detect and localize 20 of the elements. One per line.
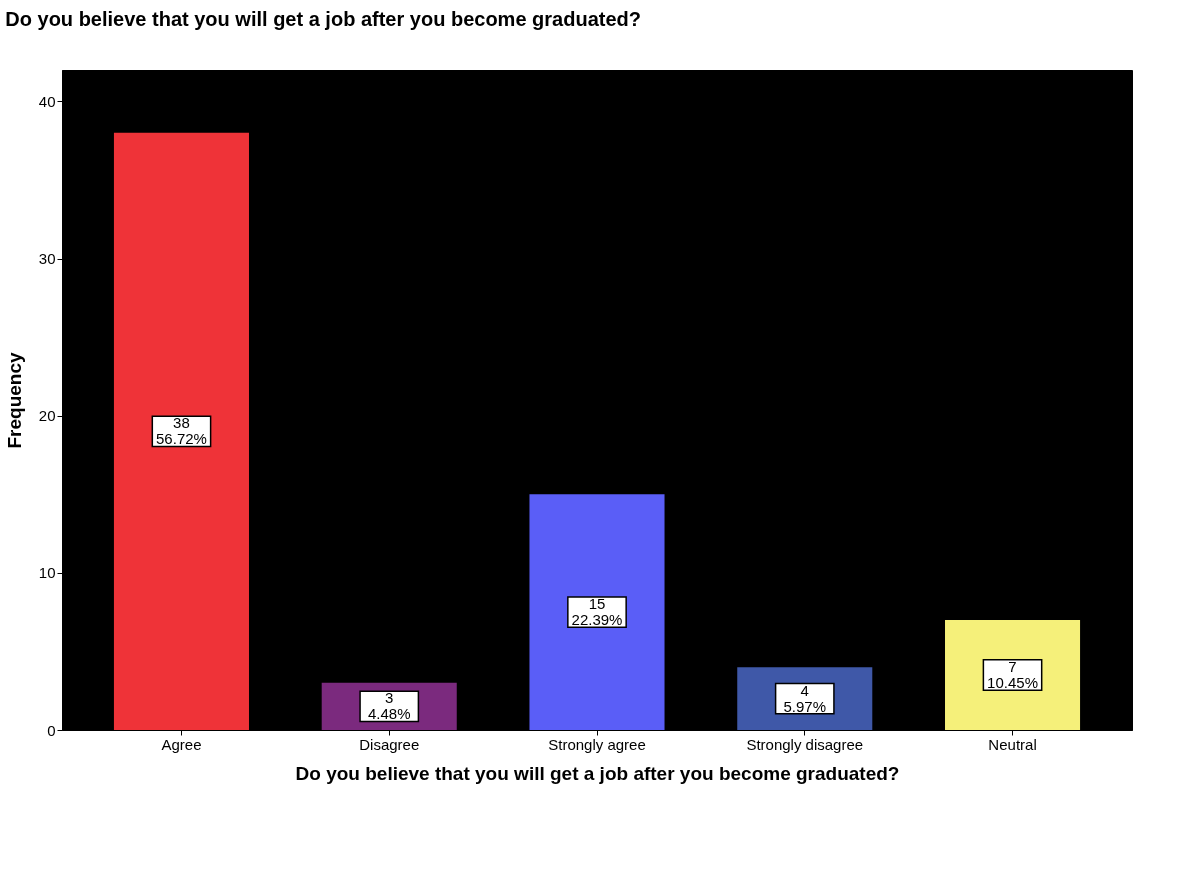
chart-title: Do you believe that you will get a job after you become graduated? <box>5 8 641 30</box>
y-tick-label: 30 <box>38 250 56 268</box>
y-tick-label: 0 <box>47 721 56 739</box>
y-tick-label: 10 <box>38 564 56 582</box>
bar <box>113 132 249 730</box>
x-tick-label: Agree <box>161 735 202 753</box>
x-tick-label: Neutral <box>988 735 1037 753</box>
x-tick-label: Strongly agree <box>548 735 646 753</box>
x-tick-label: Strongly disagree <box>746 735 864 753</box>
data-label: 3 4.48% <box>367 689 411 723</box>
y-tick-label: 40 <box>38 92 56 110</box>
data-label: 38 56.72% <box>156 414 207 448</box>
y-tick-label: 20 <box>38 407 56 425</box>
y-axis-title: Frequency <box>3 352 25 449</box>
data-label: 15 22.39% <box>571 595 623 629</box>
x-axis-title: Do you believe that you will get a job after you become graduated? <box>295 762 900 784</box>
data-label: 7 10.45% <box>987 658 1038 691</box>
bar <box>529 494 665 730</box>
x-tick-label: Disagree <box>359 735 420 753</box>
data-label: 4 5.97% <box>783 681 827 715</box>
